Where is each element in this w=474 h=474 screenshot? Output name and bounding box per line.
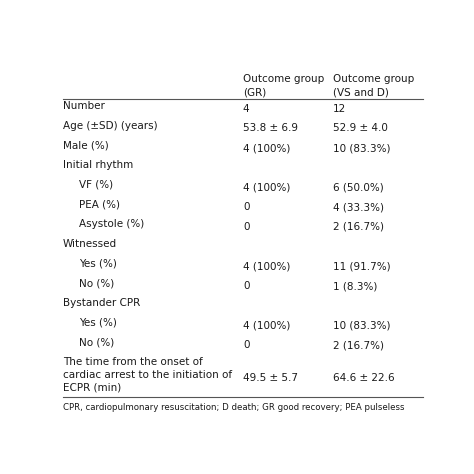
Text: 6 (50.0%): 6 (50.0%) [333,182,383,192]
Text: 11 (91.7%): 11 (91.7%) [333,261,391,272]
Text: Number: Number [63,101,105,111]
Text: 52.9 ± 4.0: 52.9 ± 4.0 [333,123,388,133]
Text: (VS and D): (VS and D) [333,87,389,97]
Text: (GR): (GR) [243,87,266,97]
Text: 1 (8.3%): 1 (8.3%) [333,281,377,291]
Text: Yes (%): Yes (%) [80,318,118,328]
Text: 0: 0 [243,202,249,212]
Text: Witnessed: Witnessed [63,239,117,249]
Text: 10 (83.3%): 10 (83.3%) [333,143,391,153]
Text: 0: 0 [243,340,249,350]
Text: Initial rhythm: Initial rhythm [63,160,133,170]
Text: 2 (16.7%): 2 (16.7%) [333,340,384,350]
Text: 2 (16.7%): 2 (16.7%) [333,222,384,232]
Text: Outcome group: Outcome group [333,74,414,84]
Text: 10 (83.3%): 10 (83.3%) [333,320,391,330]
Text: 4 (100%): 4 (100%) [243,261,290,272]
Text: VF (%): VF (%) [80,180,114,190]
Text: 0: 0 [243,281,249,291]
Text: 49.5 ± 5.7: 49.5 ± 5.7 [243,374,298,383]
Text: Male (%): Male (%) [63,140,109,150]
Text: PEA (%): PEA (%) [80,200,120,210]
Text: 4 (100%): 4 (100%) [243,320,290,330]
Text: 4 (33.3%): 4 (33.3%) [333,202,384,212]
Text: Asystole (%): Asystole (%) [80,219,145,229]
Text: No (%): No (%) [80,278,115,288]
Text: No (%): No (%) [80,337,115,347]
Text: CPR, cardiopulmonary resuscitation; D death; GR good recovery; PEA pulseless: CPR, cardiopulmonary resuscitation; D de… [63,403,404,412]
Text: 53.8 ± 6.9: 53.8 ± 6.9 [243,123,298,133]
Text: 12: 12 [333,104,346,114]
Text: 0: 0 [243,222,249,232]
Text: The time from the onset of
cardiac arrest to the initiation of
ECPR (min): The time from the onset of cardiac arres… [63,357,232,392]
Text: 4 (100%): 4 (100%) [243,143,290,153]
Text: 4 (100%): 4 (100%) [243,182,290,192]
Text: Age (±SD) (years): Age (±SD) (years) [63,121,157,131]
Text: 4: 4 [243,104,249,114]
Text: Yes (%): Yes (%) [80,259,118,269]
Text: Outcome group: Outcome group [243,74,324,84]
Text: 64.6 ± 22.6: 64.6 ± 22.6 [333,374,394,383]
Text: Bystander CPR: Bystander CPR [63,298,140,308]
